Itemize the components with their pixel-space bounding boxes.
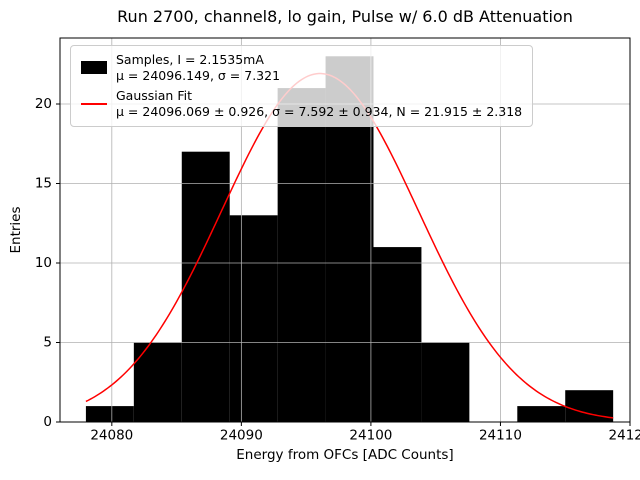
histogram-bar <box>373 247 422 422</box>
x-axis-label: Energy from OFCs [ADC Counts] <box>236 447 454 463</box>
legend-fit-line1: Gaussian Fit <box>116 88 192 104</box>
legend: Samples, I = 2.1535mA μ = 24096.149, σ =… <box>70 45 534 127</box>
histogram-bar <box>133 342 182 422</box>
x-tick-label: 24080 <box>90 428 133 444</box>
histogram-bar <box>85 406 134 422</box>
histogram-bar <box>517 406 566 422</box>
y-tick-label: 0 <box>43 414 52 430</box>
histogram-bar <box>277 88 326 422</box>
histogram-bar <box>181 151 230 422</box>
histogram-swatch <box>81 61 107 75</box>
legend-fit-text: Gaussian Fit μ = 24096.069 ± 0.926, σ = … <box>116 88 522 119</box>
axes-frame <box>59 37 631 423</box>
legend-fit-line2: μ = 24096.069 ± 0.926, σ = 7.592 ± 0.934… <box>116 103 523 119</box>
gaussian-fit-swatch <box>81 102 107 105</box>
legend-entry-fit: Gaussian Fit μ = 24096.069 ± 0.926, σ = … <box>81 88 522 119</box>
histogram-bar <box>229 215 278 422</box>
y-tick-label: 5 <box>43 334 52 350</box>
y-tick-label: 20 <box>35 96 52 112</box>
histogram-bar <box>421 342 470 422</box>
legend-entry-samples: Samples, I = 2.1535mA μ = 24096.149, σ =… <box>81 52 522 83</box>
legend-samples-text: Samples, I = 2.1535mA μ = 24096.149, σ =… <box>116 52 280 83</box>
legend-samples-line1: Samples, I = 2.1535mA <box>116 52 264 67</box>
chart-title: Run 2700, channel8, lo gain, Pulse w/ 6.… <box>117 7 573 26</box>
y-tick-label: 10 <box>35 255 52 271</box>
x-tick-label: 24110 <box>479 428 522 444</box>
legend-samples-line2: μ = 24096.149, σ = 7.321 <box>116 67 281 83</box>
y-tick-label: 15 <box>35 175 52 191</box>
x-tick-label: 24100 <box>349 428 392 444</box>
x-tick-label: 24090 <box>220 428 263 444</box>
